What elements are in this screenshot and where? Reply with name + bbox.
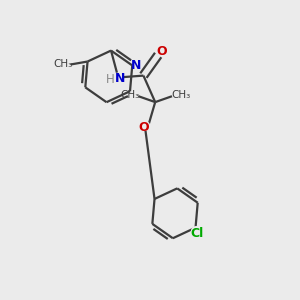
Text: Cl: Cl — [189, 226, 205, 241]
Text: O: O — [157, 45, 167, 58]
Text: O: O — [156, 44, 168, 58]
Text: H: H — [106, 73, 115, 86]
Text: CH₃: CH₃ — [120, 90, 139, 100]
Text: N: N — [115, 72, 125, 85]
Text: CH₃: CH₃ — [171, 90, 190, 100]
Text: N: N — [130, 59, 141, 72]
Text: O: O — [138, 120, 150, 134]
Text: O: O — [139, 121, 149, 134]
Text: Cl: Cl — [190, 227, 204, 240]
Text: CH₃: CH₃ — [53, 59, 72, 69]
